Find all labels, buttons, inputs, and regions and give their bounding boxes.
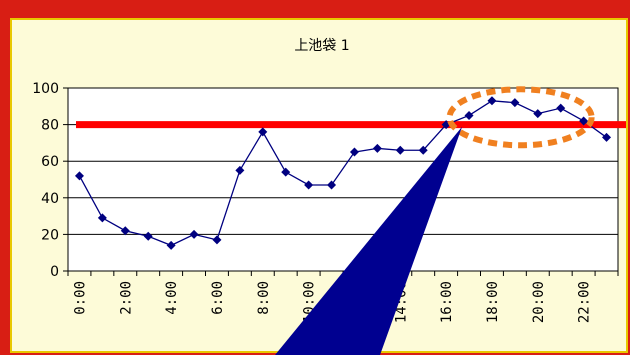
y-tick-label: 80 (41, 118, 59, 134)
data-point (120, 226, 130, 236)
data-point (349, 147, 359, 157)
x-tick-label: 22:00 (577, 281, 593, 323)
y-tick-label: 60 (41, 154, 59, 170)
data-point (281, 167, 291, 177)
data-point (74, 171, 84, 181)
data-point (372, 143, 382, 153)
data-point (258, 127, 268, 137)
x-tick-label: 6:00 (210, 281, 226, 315)
data-point (97, 213, 107, 223)
data-point (143, 231, 153, 241)
x-tick-label: 2:00 (118, 281, 134, 315)
data-point (602, 132, 612, 142)
data-point (166, 240, 176, 250)
data-point (533, 109, 543, 119)
data-point (464, 110, 474, 120)
callout-pointer (275, 126, 463, 355)
data-point (395, 145, 405, 155)
data-point (418, 145, 428, 155)
series-line (78, 100, 607, 247)
y-tick-label: 20 (41, 227, 59, 243)
line-chart: 上池袋 1 0 20 40 60 80 100 0:00 2:00 4:00 6:00 8:00 1… (32, 38, 626, 355)
y-tick-label: 100 (32, 81, 59, 97)
x-tick-label: 20:00 (531, 281, 547, 323)
data-point (327, 180, 337, 190)
data-point (235, 165, 245, 175)
x-axis: 0:002:004:006:008:0010:0012:0014:0016:00… (67, 270, 619, 323)
data-point (579, 116, 589, 126)
series-layer (74, 96, 626, 250)
gridlines (68, 87, 618, 235)
annotations (275, 86, 595, 355)
y-axis: 0 20 40 60 80 100 (32, 81, 69, 280)
x-tick-label: 18:00 (485, 281, 501, 323)
data-point (304, 180, 314, 190)
x-tick-label: 4:00 (164, 281, 180, 315)
x-tick-label: 0:00 (72, 281, 88, 315)
y-tick-label: 40 (41, 191, 59, 207)
chart-panel: 上池袋 1 0 20 40 60 80 100 0:00 2:00 4:00 6:00 8:00 1… (10, 18, 628, 355)
x-tick-label: 16:00 (439, 281, 455, 323)
x-tick-label: 8:00 (256, 281, 272, 315)
data-point (212, 235, 222, 245)
y-tick-label: 0 (50, 264, 59, 280)
chart-title: 上池袋 1 (294, 38, 349, 54)
highlight-ellipse (446, 86, 595, 149)
data-point (510, 98, 520, 108)
banner-text (0, 0, 630, 20)
data-point (189, 229, 199, 239)
data-point (487, 96, 497, 106)
data-point (556, 103, 566, 113)
